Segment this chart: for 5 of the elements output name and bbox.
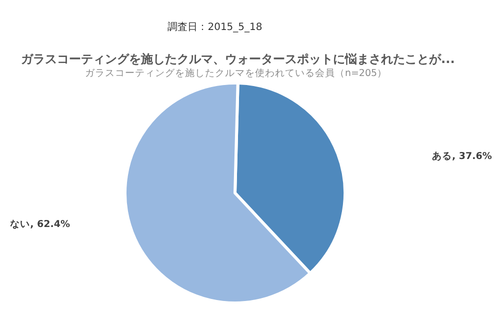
chart-subtitle: ガラスコーティングを施したクルマを使われている会員（n=205） bbox=[84, 67, 388, 79]
chart-title: ガラスコーティングを施したクルマ、ウォータースポットに悩まされたことが... bbox=[21, 52, 455, 66]
slice-label: ない, 62.4% bbox=[10, 218, 70, 230]
slice-label: ある, 37.6% bbox=[432, 151, 492, 162]
text: 調査日：2015_5_18 bbox=[168, 21, 262, 33]
